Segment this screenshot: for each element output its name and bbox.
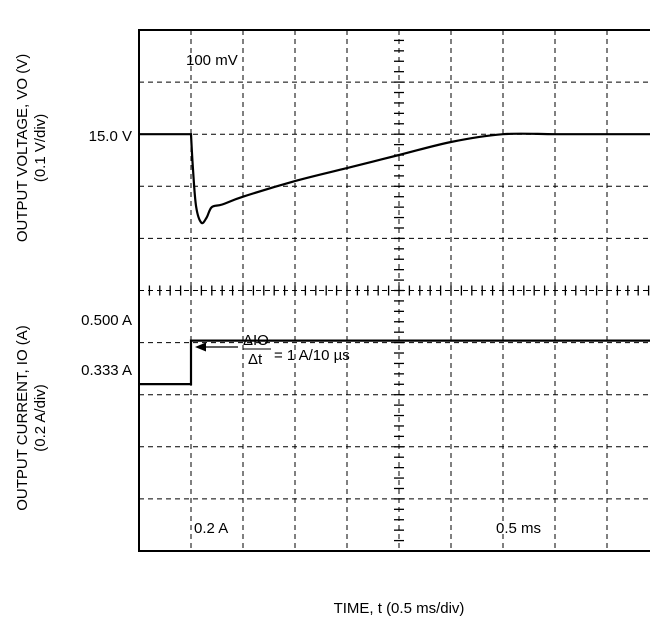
current-level-label-333: 0.333 A	[81, 362, 132, 379]
time-scale-label: 0.5 ms	[496, 520, 541, 537]
top-ylabel-line2: (0.1 V/div)	[32, 114, 49, 182]
current-trace	[139, 339, 650, 386]
bottom-ylabel-line2: (0.2 A/div)	[32, 384, 49, 452]
current-scale-label: 0.2 A	[194, 520, 228, 537]
voltage-scale-label: 100 mV	[186, 52, 238, 69]
center-axis-ticks	[138, 29, 650, 552]
annotation-arrowhead	[195, 342, 206, 352]
x-axis-label: TIME, t (0.5 ms/div)	[334, 600, 465, 617]
annotation-denominator: Δt	[248, 351, 263, 368]
voltage-trace	[139, 132, 650, 225]
slew-rate-annotation: ΔIO Δt = 1 A/10 µs	[195, 332, 350, 368]
current-level-label-500: 0.500 A	[81, 312, 132, 329]
bottom-ylabel-line1: OUTPUT CURRENT, IO (A)	[14, 325, 31, 511]
voltage-reference-label: 15.0 V	[89, 128, 132, 145]
annotation-numerator: ΔIO	[243, 332, 269, 349]
annotation-rhs: = 1 A/10 µs	[274, 347, 350, 364]
plot-frame	[138, 29, 650, 552]
top-ylabel-line1: OUTPUT VOLTAGE, VO (V)	[14, 54, 31, 242]
